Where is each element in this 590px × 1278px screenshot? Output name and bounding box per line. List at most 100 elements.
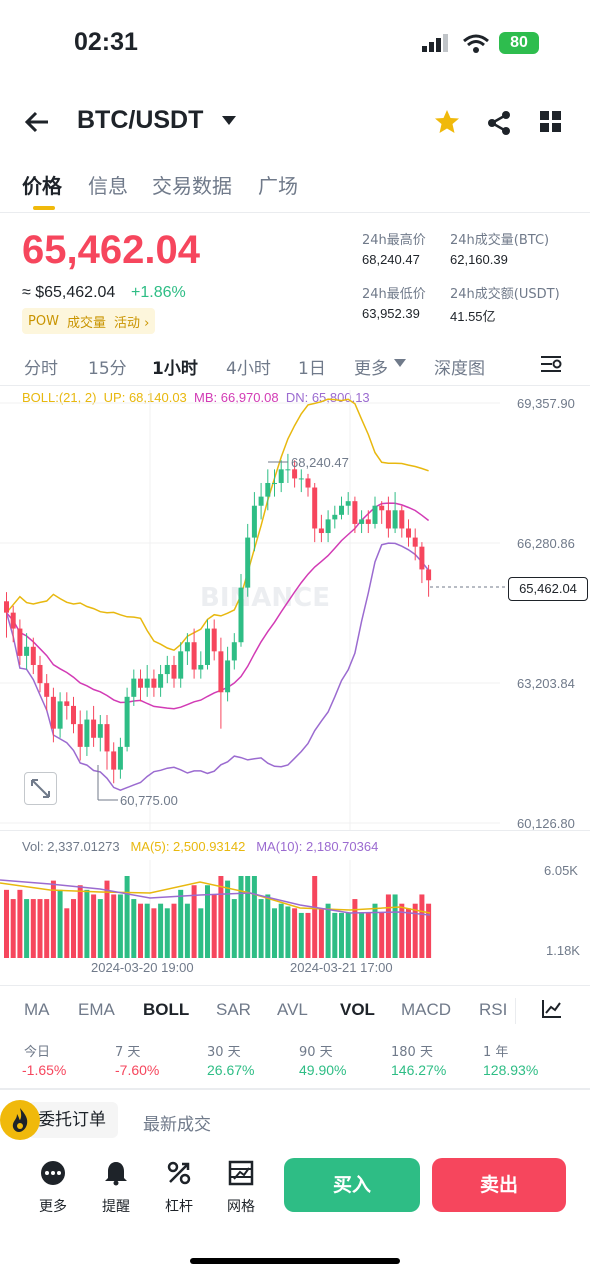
indicator-boll[interactable]: BOLL (143, 1000, 190, 1019)
candle (97, 724, 103, 738)
date-label: 2024-03-21 17:00 (290, 960, 393, 975)
badge-pow[interactable]: POW (28, 313, 59, 329)
fullscreen-button[interactable] (24, 772, 57, 805)
perf-value: 49.90% (299, 1062, 347, 1078)
price-axis-label: 63,203.84 (517, 676, 575, 691)
volume-bar (318, 908, 324, 958)
interval-timeline[interactable]: 分时 (24, 359, 58, 379)
tab-square[interactable]: 广场 (258, 174, 298, 198)
tab-underline (33, 206, 55, 210)
tab-info[interactable]: 信息 (88, 174, 128, 198)
tab-open-orders[interactable]: 委托订单 (28, 1102, 118, 1138)
indicator-avl[interactable]: AVL (277, 1000, 308, 1019)
volume-bar (184, 903, 190, 958)
candlestick-chart[interactable]: BINANCE 68,240.47 60,775.00 (0, 390, 590, 830)
volume-bar (272, 908, 277, 958)
candle (251, 505, 257, 538)
back-arrow-icon[interactable] (24, 110, 52, 134)
expand-icon (31, 779, 50, 798)
perf-label: 7 天 (115, 1045, 141, 1060)
interval-1h[interactable]: 1小时 (152, 359, 198, 379)
indicator-sar[interactable]: SAR (216, 1000, 251, 1019)
interval-more[interactable]: 更多 (354, 359, 388, 379)
volume-bar (144, 903, 150, 958)
candle (258, 496, 264, 506)
price-axis-label: 60,126.80 (517, 816, 575, 831)
indicator-ema[interactable]: EMA (78, 1000, 115, 1019)
more-button[interactable]: 更多 (28, 1160, 78, 1216)
volume-bar (372, 903, 378, 958)
star-icon[interactable] (434, 109, 460, 135)
depth-chart-tab[interactable]: 深度图 (434, 359, 485, 379)
perf-value: -7.60% (115, 1062, 160, 1078)
indicator-vol[interactable]: VOL (340, 1000, 375, 1019)
candle (50, 696, 56, 729)
tab-price[interactable]: 价格 (22, 174, 62, 198)
vol-ma10: MA(10): 2,180.70364 (256, 839, 379, 854)
candle (117, 746, 123, 770)
boll-mb: MB: 66,970.08 (194, 390, 279, 405)
volume-bar (359, 912, 365, 958)
interval-4h[interactable]: 4小时 (226, 359, 271, 379)
alert-button[interactable]: 提醒 (91, 1160, 141, 1216)
volume-bar (151, 908, 157, 958)
badge-volume[interactable]: 成交量 (66, 315, 106, 331)
tab-latest-trades[interactable]: 最新成交 (143, 1115, 211, 1135)
sell-button[interactable]: 卖出 (432, 1158, 566, 1212)
vol-value: Vol: 2,337.01273 (22, 839, 120, 854)
chart-settings-icon[interactable] (540, 354, 562, 374)
leverage-button[interactable]: 杠杆 (154, 1160, 204, 1216)
indicator-settings-icon[interactable] (541, 999, 563, 1019)
indicator-macd[interactable]: MACD (401, 1000, 452, 1019)
interval-15m[interactable]: 15分 (88, 359, 127, 379)
candle (312, 487, 318, 529)
candle (399, 510, 405, 529)
pair-title[interactable]: BTC/USDT (77, 106, 204, 134)
indicator-rsi[interactable]: RSI (479, 1000, 508, 1019)
badge-activity[interactable]: 活动 › (113, 315, 150, 331)
volume-bar (352, 899, 358, 958)
volume-bars (4, 876, 432, 958)
volume-bar (225, 880, 231, 958)
volume-bar (24, 899, 30, 958)
boll-middle-line (5, 502, 430, 710)
caret-down-icon[interactable] (222, 116, 236, 126)
interval-1d[interactable]: 1日 (298, 359, 326, 379)
candle (24, 646, 30, 656)
candle (365, 519, 371, 524)
indicator-ma[interactable]: MA (24, 1000, 50, 1019)
volume-bar (406, 908, 411, 958)
perf-value: 26.67% (207, 1062, 255, 1078)
volume-bar (164, 908, 170, 958)
fire-badge[interactable] (0, 1100, 40, 1140)
stat-vol-btc-value: 62,160.39 (450, 252, 508, 267)
buy-button[interactable]: 买入 (284, 1158, 420, 1212)
vol-ma5-line (0, 881, 431, 914)
volume-bar (399, 903, 405, 958)
volume-bar (305, 912, 311, 958)
candle (211, 628, 217, 652)
leverage-icon (167, 1161, 191, 1185)
divider (0, 1088, 590, 1090)
stat-vol-usdt-label: 24h成交额(USDT) (450, 287, 560, 302)
volume-bar (191, 885, 197, 958)
stat-high-label: 24h最高价 (362, 233, 426, 248)
volume-bar (158, 903, 164, 958)
grid-button[interactable]: 网格 (216, 1160, 266, 1216)
vol-axis-top: 6.05K (544, 863, 578, 878)
boll-dn: DN: 65,800.13 (285, 390, 370, 405)
candle (285, 469, 291, 471)
boll-bands (5, 398, 430, 792)
grid-menu-icon[interactable] (540, 111, 562, 133)
candle (292, 469, 298, 479)
perf-label: 今日 (24, 1045, 51, 1060)
candle (138, 678, 143, 688)
more-caret-icon[interactable] (394, 359, 406, 368)
boll-lower-line (5, 542, 430, 792)
candle (124, 696, 130, 747)
vol-ma5: MA(5): 2,500.93142 (130, 839, 246, 854)
price-change: +1.86% (131, 284, 186, 301)
candle (104, 724, 110, 752)
share-icon[interactable] (486, 110, 512, 136)
tab-trading-data[interactable]: 交易数据 (152, 174, 232, 198)
